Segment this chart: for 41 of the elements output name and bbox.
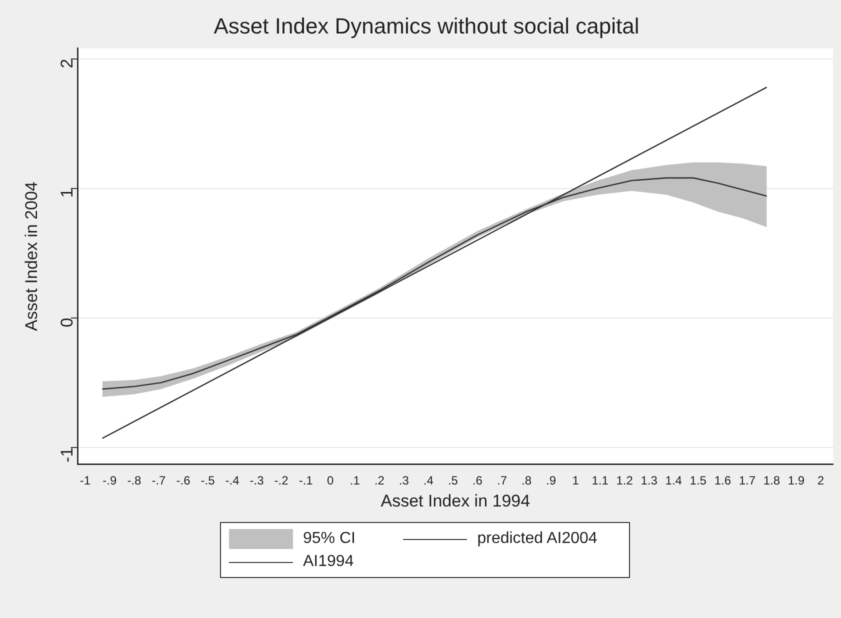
x-tick-label: -.6 [176, 474, 191, 488]
x-tick-label: 1.8 [763, 474, 780, 488]
x-tick-label: .9 [546, 474, 556, 488]
legend-label: AI1994 [303, 553, 354, 571]
x-tick-label: -.3 [250, 474, 264, 488]
x-tick-label: .4 [423, 474, 434, 488]
y-axis-title: Asset Index in 2004 [22, 182, 41, 331]
x-tick-label: -.9 [102, 474, 117, 488]
x-tick-label: .2 [374, 474, 385, 488]
x-tick-label: -.7 [152, 474, 166, 488]
x-tick-label: 1.6 [714, 474, 732, 488]
x-tick-label: 1.5 [690, 474, 707, 488]
x-tick-label: 1.1 [592, 474, 609, 488]
x-tick-label: .7 [496, 474, 508, 488]
chart-title: Asset Index Dynamics without social capital [214, 13, 640, 38]
x-tick-label: 1.4 [665, 474, 682, 488]
y-tick-label: 1 [57, 188, 76, 198]
y-tick-label: 2 [57, 58, 76, 68]
x-tick-label: -.1 [298, 474, 314, 488]
x-tick-label: -.8 [127, 474, 142, 488]
legend-label: predicted AI2004 [477, 530, 598, 548]
x-tick-label: 1.7 [738, 474, 756, 488]
x-tick-label: -.4 [225, 474, 240, 488]
x-tick-label: .6 [472, 474, 483, 488]
x-tick-label: 1 [572, 474, 580, 488]
x-axis-title: Asset Index in 1994 [380, 491, 530, 510]
x-tick-label: .8 [522, 474, 532, 488]
y-tick-label: -1 [57, 447, 76, 462]
x-tick-label: 0 [327, 474, 334, 488]
x-tick-label: 1.9 [788, 474, 805, 488]
x-tick-label: -1 [80, 474, 91, 488]
x-tick-label: 1.2 [616, 474, 634, 488]
y-tick-label: 0 [57, 318, 76, 328]
x-tick-label: 2 [817, 474, 824, 488]
x-tick-label: .3 [398, 474, 410, 488]
x-tick-label: 1.3 [640, 474, 658, 488]
x-tick-label: -.2 [274, 474, 289, 488]
x-tick-label: .5 [448, 474, 458, 488]
text: 95% CI [303, 530, 356, 548]
x-tick-label: -.5 [200, 474, 216, 488]
x-tick-label: .1 [350, 474, 360, 488]
